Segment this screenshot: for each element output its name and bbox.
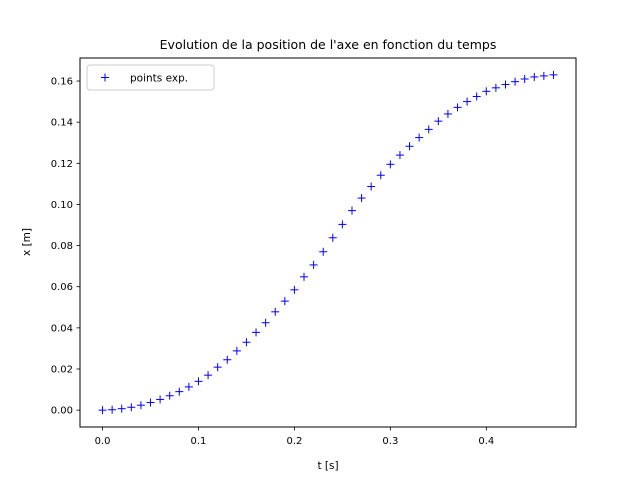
data-point [443, 109, 452, 118]
data-point [213, 363, 222, 372]
data-point [165, 391, 174, 400]
data-points [98, 70, 558, 415]
x-tick-label: 0.0 [95, 436, 111, 447]
x-tick-label: 0.3 [382, 436, 398, 447]
data-point [491, 83, 500, 92]
data-point [511, 77, 520, 86]
data-point [386, 160, 395, 169]
y-tick-label: 0.08 [51, 241, 73, 252]
data-point [98, 406, 107, 415]
data-point [328, 233, 337, 242]
data-point [242, 338, 251, 347]
data-point [367, 182, 376, 191]
data-point [146, 398, 155, 407]
x-tick-label: 0.1 [191, 436, 207, 447]
data-point [136, 401, 145, 410]
y-tick-label: 0.10 [51, 200, 73, 211]
data-point [453, 103, 462, 112]
data-point [309, 260, 318, 269]
y-tick-label: 0.00 [51, 406, 73, 417]
x-tick-label: 0.2 [286, 436, 302, 447]
legend: points exp. [86, 64, 215, 91]
data-point [194, 377, 203, 386]
data-point [347, 206, 356, 215]
data-point [271, 307, 280, 316]
legend-label: points exp. [130, 73, 188, 85]
data-point [175, 387, 184, 396]
y-tick-label: 0.02 [51, 364, 73, 375]
y-axis-ticks: 0.00 0.02 0.04 0.06 0.08 0.10 0.12 0.14 0.16 [51, 77, 80, 417]
data-point [204, 371, 213, 380]
data-point [463, 97, 472, 106]
data-point [395, 151, 404, 160]
data-point [290, 285, 299, 294]
data-point [357, 194, 366, 203]
data-point [520, 74, 529, 83]
y-tick-label: 0.04 [51, 323, 73, 334]
data-point [252, 328, 261, 337]
y-tick-label: 0.14 [51, 118, 73, 129]
data-point [117, 404, 126, 413]
data-point [434, 117, 443, 126]
plot-area-frame [79, 57, 577, 428]
data-point [376, 171, 385, 180]
data-point [530, 72, 539, 81]
data-point [108, 405, 117, 414]
legend-box [86, 64, 215, 91]
data-point [405, 142, 414, 151]
data-point [261, 318, 270, 327]
legend-marker [101, 73, 109, 82]
data-point [501, 80, 510, 89]
data-point [223, 355, 232, 364]
data-point [319, 247, 328, 256]
x-axis-ticks: 0.0 0.1 0.2 0.3 0.4 [95, 427, 494, 447]
data-point [549, 70, 558, 79]
data-point [184, 382, 193, 391]
data-point [232, 346, 241, 355]
data-point [424, 125, 433, 134]
data-point [539, 71, 548, 80]
x-axis-label: t [s] [317, 460, 338, 472]
data-point [415, 133, 424, 142]
data-point [127, 403, 136, 412]
data-point [300, 272, 309, 281]
data-point [472, 92, 481, 101]
chart-title: Evolution de la position de l'axe en fon… [160, 37, 497, 52]
y-axis-label: x [m] [21, 228, 33, 256]
y-tick-label: 0.16 [51, 77, 73, 88]
data-point [156, 395, 165, 404]
x-tick-label: 0.4 [478, 436, 494, 447]
data-point [338, 220, 347, 229]
y-tick-label: 0.12 [51, 159, 73, 170]
data-point [280, 297, 289, 306]
y-tick-label: 0.06 [51, 282, 73, 293]
data-point [482, 87, 491, 96]
